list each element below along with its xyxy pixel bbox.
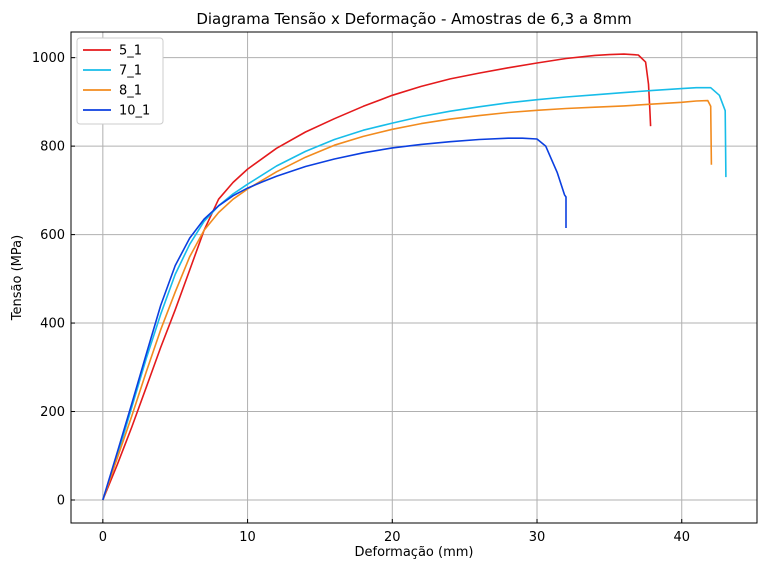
x-tick-label: 30 — [529, 530, 546, 545]
series-line-10_1 — [102, 137, 567, 501]
chart-title: Diagrama Tensão x Deformação - Amostras … — [196, 10, 631, 28]
series-line-8_1 — [102, 99, 713, 501]
legend-label: 10_1 — [119, 104, 150, 119]
y-tick-label: 400 — [40, 317, 65, 332]
y-axis-label: Tensão (MPa) — [10, 235, 25, 321]
y-tick-label: 0 — [57, 493, 65, 508]
legend: 5_1 7_1 8_1 10_1 — [76, 37, 164, 125]
series-line-7_1 — [102, 86, 727, 501]
y-tick-label: 800 — [40, 140, 65, 155]
x-axis-label: Deformação (mm) — [355, 545, 474, 560]
y-tick-label: 1000 — [32, 51, 65, 66]
plot-frame — [70, 31, 758, 524]
x-tick-label: 10 — [239, 530, 256, 545]
x-tick-label: 40 — [673, 530, 690, 545]
series-line-5_1 — [102, 53, 652, 501]
grid — [71, 32, 757, 523]
legend-label: 8_1 — [119, 84, 142, 99]
x-tick-label: 20 — [384, 530, 401, 545]
series-lines — [102, 53, 727, 501]
y-tick-label: 600 — [40, 228, 65, 243]
legend-label: 7_1 — [119, 64, 142, 79]
x-tick-label: 0 — [99, 530, 107, 545]
y-tick-label: 200 — [40, 405, 65, 420]
legend-label: 5_1 — [119, 44, 142, 59]
legend-box — [76, 37, 164, 125]
